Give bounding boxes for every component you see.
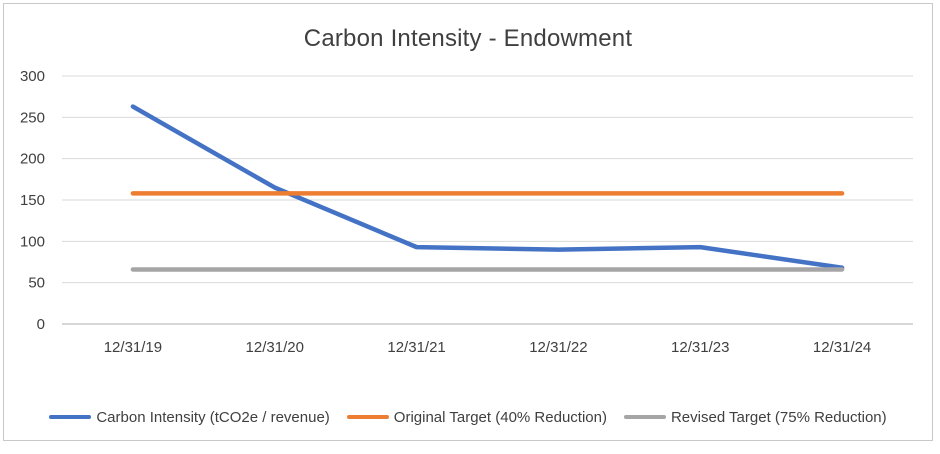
series-line-0 [130, 104, 845, 271]
plot-area: 300 250 200 150 100 50 0 12/31/19 12/31/20 12/31/… [20, 68, 913, 356]
legend-marker-line [346, 414, 389, 420]
x-tick-label: 12/31/24 [813, 339, 871, 356]
legend-item-1: Original Target (40% Reduction) [346, 408, 607, 426]
legend: Carbon Intensity (tCO2e / revenue) Origin… [4, 407, 932, 427]
y-tick-label: 100 [20, 233, 45, 250]
legend-label: Original Target (40% Reduction) [393, 408, 607, 426]
x-tick-label: 12/31/20 [246, 339, 304, 356]
legend-label: Carbon Intensity (tCO2e / revenue) [96, 408, 330, 426]
x-tick-label: 12/31/23 [671, 339, 729, 356]
chart-container: Carbon Intensity - Endowment 300 250 200 15… [3, 3, 933, 441]
x-tick-label: 12/31/19 [104, 339, 162, 356]
y-tick-label: 200 [20, 151, 45, 168]
x-tick-label: 12/31/21 [387, 339, 445, 356]
y-tick-label: 300 [20, 68, 45, 85]
y-tick-label: 0 [37, 316, 45, 333]
y-tick-label: 250 [20, 109, 45, 126]
legend-label: Revised Target (75% Reduction) [670, 408, 887, 426]
y-tick-label: 50 [28, 275, 45, 292]
chart-title: Carbon Intensity - Endowment [303, 25, 633, 52]
legend-item-0: Carbon Intensity (tCO2e / revenue) [49, 408, 330, 426]
legend-item-2: Revised Target (75% Reduction) [623, 408, 887, 426]
y-tick-label: 150 [20, 192, 45, 209]
legend-marker-line [49, 414, 92, 420]
legend-marker-line [623, 414, 666, 420]
x-tick-label: 12/31/22 [529, 339, 587, 356]
